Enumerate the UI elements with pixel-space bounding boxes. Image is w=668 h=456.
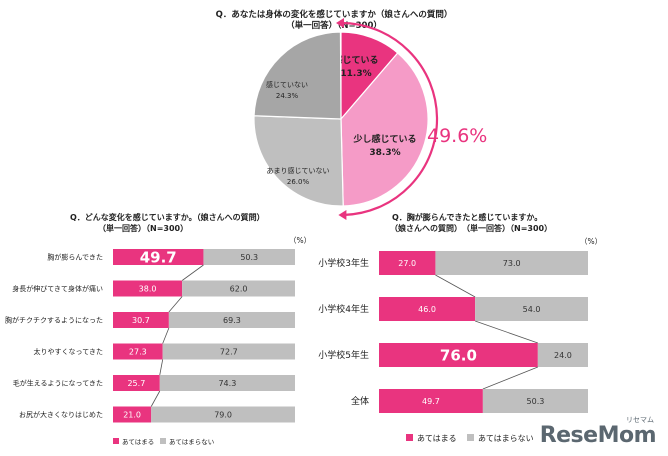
pie-slice-value: 11.3% <box>340 69 371 79</box>
pie-slice <box>340 52 429 207</box>
bar-segment-yes <box>113 249 204 265</box>
bar-value-no: 79.0 <box>214 410 232 419</box>
pie-slice-label: 感じていない <box>266 80 308 89</box>
category-label: 小学校3年生 <box>318 257 369 269</box>
pie-slice-label: あまり感じていない <box>267 166 330 175</box>
connector-line <box>181 264 204 281</box>
callout-total: 49.6% <box>427 125 487 147</box>
bar-value-no: 62.0 <box>230 284 248 293</box>
bar-segment-yes <box>113 280 183 297</box>
left-chart-subtitle: （単一回答）（N=300） <box>98 223 188 233</box>
left-chart-title: Q．どんな変化を感じていますか。（娘さんへの質問） <box>70 212 265 222</box>
bar-segment-no <box>182 280 295 297</box>
connector-line <box>159 359 164 376</box>
category-label: 小学校4年生 <box>318 303 369 315</box>
bar-segment-yes <box>379 343 538 367</box>
pie-slice-value: 26.0% <box>287 178 310 186</box>
pie-slice-value: 38.3% <box>369 148 400 158</box>
connector-line <box>482 366 538 390</box>
legend-swatch-no <box>160 438 166 444</box>
legend-label-no: あてはまらない <box>478 434 534 443</box>
bar-value-yes: 46.0 <box>418 305 436 314</box>
category-label: 胸がチクチクするようになった <box>5 316 103 325</box>
connector-line <box>162 327 170 344</box>
bar-value-yes: 25.7 <box>127 379 145 388</box>
resemom-logo: リセマム ReseMom <box>539 416 657 448</box>
callout-arrow-head <box>338 210 347 220</box>
bar-value-yes: 21.0 <box>123 410 141 419</box>
legend-label-no: あてはまらない <box>169 438 214 446</box>
bar-segment-no <box>159 375 295 391</box>
category-label: 胸が膨らんできた <box>47 253 103 262</box>
bar-segment-no <box>482 389 588 413</box>
bar-segment-no <box>151 406 295 423</box>
pie-slice <box>253 115 344 207</box>
legend-swatch-yes <box>113 438 119 444</box>
bar-value-no: 73.0 <box>503 259 521 268</box>
bar-value-no: 74.3 <box>218 379 236 388</box>
bar-value-yes: 76.0 <box>440 346 477 364</box>
right-chart-unit: （%） <box>580 237 602 246</box>
logo-text: ReseMom <box>539 423 657 448</box>
bar-segment-yes <box>379 297 476 321</box>
bar-value-yes: 30.7 <box>132 316 150 325</box>
bar-value-no: 72.7 <box>220 347 238 356</box>
right-chart-subtitle: （娘さんへの質問） （単一回答）（N=300） <box>390 223 552 233</box>
bar-segment-no <box>435 251 588 275</box>
bar-value-yes: 49.7 <box>422 397 440 406</box>
category-label: 小学校5年生 <box>318 349 369 361</box>
bar-value-no: 24.0 <box>554 351 572 360</box>
bar-segment-yes <box>379 389 483 413</box>
callout-arc <box>340 21 439 217</box>
pie-title: Q．あなたは身体の変化を感じていますか（娘さんへの質問） <box>216 9 453 20</box>
bar-value-no: 54.0 <box>523 305 541 314</box>
bar-segment-no <box>537 343 588 367</box>
bar-segment-no <box>162 343 295 360</box>
bar-segment-yes <box>379 251 436 275</box>
bar-value-yes: 38.0 <box>139 284 157 293</box>
category-label: 身長が伸びてきて身体が痛い <box>12 284 103 293</box>
bar-segment-yes <box>113 406 152 423</box>
legend-swatch-yes <box>406 434 413 441</box>
connector-line <box>150 390 161 407</box>
bar-value-no: 50.3 <box>527 397 545 406</box>
bar-segment-no <box>203 249 295 265</box>
bar-segment-yes <box>113 343 163 360</box>
category-label: お尻が大きくなりはじめた <box>19 410 103 419</box>
legend-label-yes: あてはまる <box>417 434 457 443</box>
pie-slice-label: 感じている <box>333 54 378 66</box>
pie-slice-label: 少し感じている <box>352 133 416 145</box>
bar-value-yes: 27.0 <box>398 259 416 268</box>
bar-value-yes: 49.7 <box>140 248 177 266</box>
category-label: 毛が生えるようになってきた <box>13 379 103 388</box>
bar-segment-no <box>168 312 295 328</box>
bar-value-no: 50.3 <box>240 253 258 262</box>
bar-segment-no <box>475 297 588 321</box>
bar-value-yes: 27.3 <box>129 347 147 356</box>
connector-line <box>435 274 476 298</box>
callout-arrow-head <box>336 18 344 28</box>
connector-line <box>168 296 183 313</box>
logo-kana: リセマム <box>626 416 654 424</box>
bar-segment-yes <box>113 375 160 391</box>
connector-line <box>475 320 538 344</box>
pie-subtitle: （単一回答）（N=300） <box>286 20 382 31</box>
category-label: 全体 <box>351 395 369 407</box>
left-chart-unit: （%） <box>289 236 311 245</box>
bar-value-no: 69.3 <box>223 316 241 325</box>
legend-swatch-no <box>467 434 474 441</box>
category-label: 太りやすくなってきた <box>34 347 103 356</box>
pie-slice <box>253 31 342 120</box>
legend-label-yes: あてはまる <box>122 438 154 446</box>
bar-segment-yes <box>113 312 169 328</box>
pie-slice-value: 24.3% <box>276 92 299 100</box>
right-chart-title: Q．胸が膨らんできたと感じていますか。 <box>392 212 542 222</box>
